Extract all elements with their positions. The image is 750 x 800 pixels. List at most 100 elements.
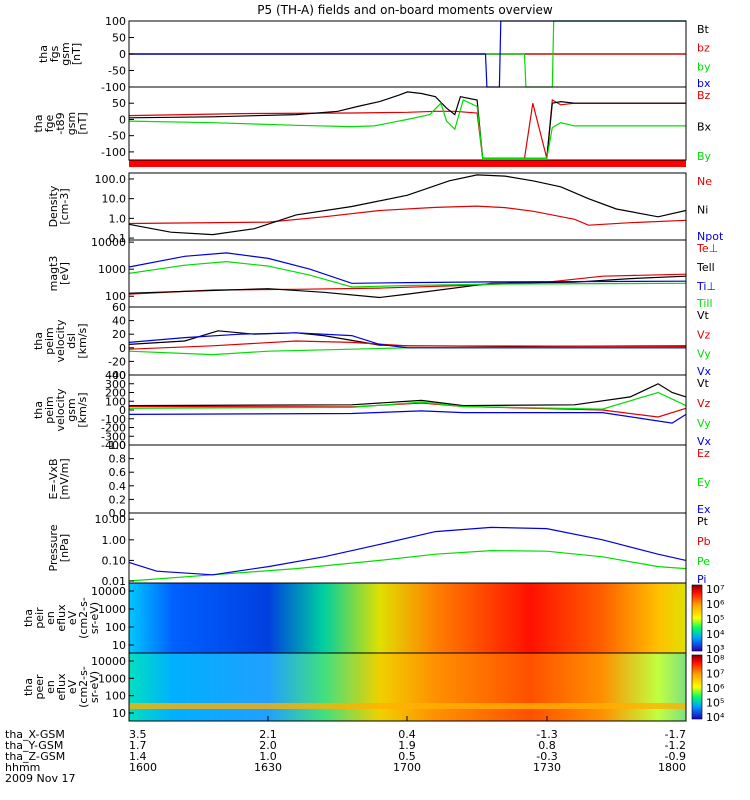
y-tick-label: 1.00 [102, 534, 127, 547]
y-tick-label: 1000 [98, 603, 126, 616]
legend-Pt: Pt [697, 515, 709, 528]
x-tick-value: 0.8 [538, 739, 556, 752]
legend-Pi: Pi [697, 573, 706, 586]
x-tick-value: 0.5 [398, 750, 416, 763]
y-axis-label: tha [32, 401, 45, 419]
y-axis-label: [cm-3] [58, 188, 71, 224]
series-Vx [128, 332, 686, 349]
series-Ne [128, 205, 687, 226]
legend-Pb: Pb [697, 535, 711, 548]
legend-by: by [697, 60, 711, 73]
y-axis-label: velocity [54, 388, 67, 431]
colorbar-label: 10⁷ [706, 583, 724, 596]
legend-Ez: Ez [697, 447, 710, 460]
x-row-label: tha_X-GSM [5, 728, 65, 741]
y-axis-label: tha [22, 678, 35, 696]
y-tick-label: 10.0 [102, 193, 127, 206]
legend-Ni: Ni [697, 204, 708, 217]
y-tick-label: 0.4 [109, 480, 127, 493]
y-axis-label: -t89 [54, 112, 67, 134]
y-tick-label: 0 [119, 48, 126, 61]
panel-pressure: Pt Pb Pe Pi 10.00 1.00 0.10 0.01 Pressure[nPa] [47, 512, 711, 588]
y-tick-label: 1000 [98, 263, 126, 276]
colorbar-label: 10⁵ [706, 613, 724, 626]
y-axis-label: E=-VxB [47, 458, 60, 499]
colorbar-label: 10⁵ [706, 697, 724, 710]
series-Bx [128, 91, 686, 159]
series-Vt [128, 383, 687, 407]
y-axis-label: [nT] [70, 43, 83, 65]
legend-Vt: Vt [697, 377, 710, 390]
y-tick-label: 400 [105, 369, 126, 382]
y-tick-label: 40 [112, 315, 126, 328]
x-tick-value: -0.3 [536, 750, 557, 763]
y-tick-label: 100 [105, 395, 126, 408]
x-tick-value: -1.3 [536, 728, 557, 741]
colorbar [691, 584, 703, 652]
x-row-label: tha_Z-GSM [5, 750, 65, 763]
legend-Vz: Vz [697, 397, 711, 410]
y-tick-label: -50 [108, 65, 126, 78]
x-tick-value: -1.2 [665, 739, 686, 752]
y-axis-label: [eV] [58, 262, 71, 285]
y-tick-label: 0.8 [109, 453, 127, 466]
y-axis-label: [nT] [76, 112, 89, 134]
y-axis-label: tha [32, 114, 45, 132]
x-tick-value: 1.7 [129, 739, 147, 752]
x-tick-value: 1730 [533, 761, 561, 774]
panels: Btbzbybx100500-50-100thafgsgsm[nT]BzBxBy… [22, 15, 725, 724]
y-tick-label: 10 [112, 639, 126, 652]
panel-efield: Ez Ey Ex 1.00.80.60.40.20.0 E=-VxB[mV/m] [47, 439, 711, 520]
y-axis-label: [mV/m] [58, 458, 71, 499]
x-tick-value: 1630 [254, 761, 282, 774]
panel-density: Ne Ni Npot 100.0 10.0 1.0 0.1 Density[cm-3] [47, 172, 724, 245]
y-tick-label: 0 [119, 404, 126, 417]
y-axis-label: tha [22, 609, 35, 627]
legend-bx: bx [697, 77, 711, 90]
x-tick-value: 1700 [393, 761, 421, 774]
y-tick-label: 1000 [98, 672, 126, 685]
y-axis-label: gsm [65, 112, 78, 135]
y-tick-label: -300 [101, 430, 126, 443]
y-tick-label: 0 [119, 342, 126, 355]
series-Vx [128, 410, 687, 424]
separator-bar [129, 160, 686, 167]
x-tick-value: 1.9 [398, 739, 416, 752]
series-Tell [128, 275, 687, 299]
y-tick-label: 100 [105, 290, 126, 303]
y-axis-label: fge [43, 114, 56, 132]
y-axis-label: eV [66, 610, 79, 625]
legend-Vt: Vt [697, 309, 710, 322]
series-Ni [128, 174, 687, 236]
panel-frame [128, 239, 687, 308]
x-tick-value: 1.0 [259, 750, 277, 763]
panel-frame [128, 512, 687, 584]
y-tick-label: 10000 [91, 655, 126, 668]
y-axis-label: sr-eV) [88, 602, 101, 634]
y-tick-label: -100 [101, 146, 126, 159]
x-axis-labels: tha_X-GSM 3.5 2.1 0.4 -1.3 -1.7 tha_Y-GSM 1.7 2.… [5, 716, 687, 785]
x-tick-value: 2.1 [259, 728, 277, 741]
y-tick-label: 100 [105, 690, 126, 703]
legend-bz: bz [697, 42, 710, 55]
colorbar-label: 10⁶ [706, 598, 725, 611]
x-row-label: tha_Y-GSM [5, 739, 63, 752]
y-tick-label: -50 [108, 130, 126, 143]
colorbar-label: 10⁷ [706, 668, 724, 681]
panel-frame [128, 172, 687, 241]
y-tick-label: 60 [112, 301, 126, 314]
y-axis-label: tha [32, 332, 45, 350]
legend-Vx: Vx [697, 435, 712, 448]
y-tick-label: -100 [101, 81, 126, 94]
panel-frame [128, 444, 687, 514]
x-tick-value: -0.9 [665, 750, 686, 763]
y-tick-label: -20 [108, 355, 126, 368]
legend-Bx: Bx [697, 121, 712, 134]
y-axis-label: fgs [48, 45, 61, 62]
y-axis-label: peir [33, 607, 46, 629]
y-tick-label: 100 [105, 15, 126, 28]
y-axis-label: peer [33, 674, 46, 700]
